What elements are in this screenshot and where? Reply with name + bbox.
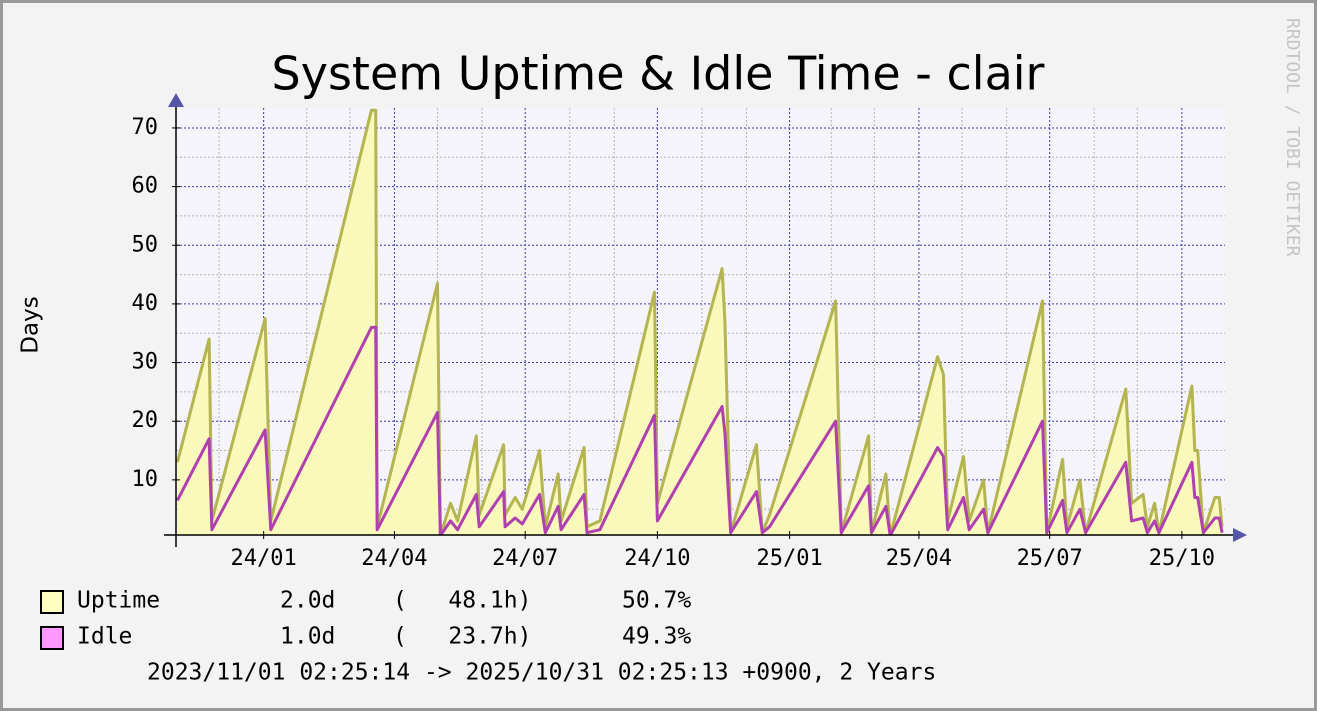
legend-label: Idle [77, 624, 132, 650]
y-tick-label: 20 [132, 408, 159, 433]
x-tick-label: 25/07 [1017, 546, 1083, 571]
footer: 2023/11/01 02:25:14 -> 2025/10/31 02:25:… [147, 660, 936, 686]
x-tick-label: 25/01 [756, 546, 822, 571]
watermark: RRDTOOL / TOBI OETIKER [1282, 18, 1303, 257]
legend-value: 50.7% [622, 588, 691, 614]
y-axis-arrow [168, 93, 184, 107]
axes: 24/01 24/04 24/07 24/10 25/01 25/04 25/07 25/10… [132, 93, 1247, 571]
series-layer [176, 108, 1224, 535]
x-tick-label: 24/04 [361, 546, 427, 571]
line [176, 325, 1224, 535]
y-tick-label: 10 [132, 467, 159, 492]
legend-swatch [40, 590, 64, 614]
x-tick-label: 24/07 [492, 546, 558, 571]
line [176, 108, 1224, 535]
x-tick-label: 25/04 [886, 546, 952, 571]
legend: Uptime 2.0d ( 48.1h) 50.7% Idle 1.0d ( 23.7h) 4… [40, 588, 691, 650]
legend-label: Uptime [77, 588, 160, 614]
legend-value: 1.0d [280, 624, 335, 650]
x-tick-label: 25/10 [1149, 546, 1215, 571]
legend-value: ( 23.7h) [393, 624, 531, 650]
chart-title: System Uptime & Idle Time - clair [272, 47, 1045, 101]
x-tick-label: 24/01 [231, 546, 297, 571]
y-axis-label: Days [18, 296, 44, 353]
x-tick-label: 24/10 [624, 546, 690, 571]
legend-value: 2.0d [280, 588, 335, 614]
y-tick-label: 30 [132, 350, 159, 375]
legend-value: ( 48.1h) [393, 588, 531, 614]
y-tick-label: 40 [132, 291, 159, 316]
x-axis-arrow [1233, 528, 1247, 542]
legend-swatch [40, 626, 64, 650]
y-tick-label: 50 [132, 232, 159, 257]
y-tick-label: 70 [132, 115, 159, 140]
legend-value: 49.3% [622, 624, 691, 650]
y-tick-label: 60 [132, 174, 159, 199]
